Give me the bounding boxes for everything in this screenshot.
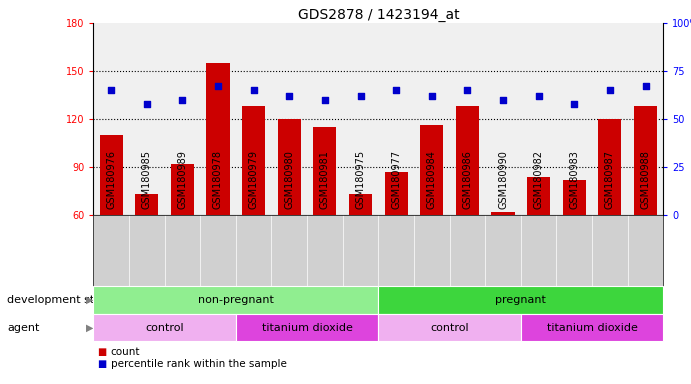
Point xyxy=(355,93,366,99)
Text: pregnant: pregnant xyxy=(495,295,547,305)
Text: count: count xyxy=(111,347,140,357)
Text: ▶: ▶ xyxy=(86,295,94,305)
Bar xyxy=(171,164,194,215)
Bar xyxy=(491,212,515,215)
Bar xyxy=(456,106,479,215)
Bar xyxy=(634,106,657,215)
Point xyxy=(177,97,188,103)
Bar xyxy=(313,127,337,215)
Point xyxy=(462,87,473,93)
Text: development stage: development stage xyxy=(7,295,115,305)
Bar xyxy=(135,194,158,215)
Bar xyxy=(278,119,301,215)
Bar xyxy=(207,63,229,215)
Point xyxy=(640,83,651,89)
Text: agent: agent xyxy=(7,323,39,333)
Bar xyxy=(598,119,621,215)
Point xyxy=(212,83,223,89)
Point xyxy=(390,87,401,93)
Point xyxy=(569,101,580,107)
Text: non-pregnant: non-pregnant xyxy=(198,295,274,305)
Text: control: control xyxy=(145,323,184,333)
Point xyxy=(106,87,117,93)
Point xyxy=(319,97,330,103)
Point xyxy=(426,93,437,99)
Text: percentile rank within the sample: percentile rank within the sample xyxy=(111,359,287,369)
Bar xyxy=(100,135,123,215)
Bar xyxy=(385,172,408,215)
Text: ▶: ▶ xyxy=(86,323,94,333)
Text: titanium dioxide: titanium dioxide xyxy=(262,323,352,333)
Point xyxy=(141,101,152,107)
Bar xyxy=(562,180,586,215)
Point xyxy=(605,87,616,93)
Title: GDS2878 / 1423194_at: GDS2878 / 1423194_at xyxy=(298,8,459,22)
Bar xyxy=(349,194,372,215)
Text: ■: ■ xyxy=(97,359,106,369)
Bar xyxy=(527,177,550,215)
Point xyxy=(533,93,545,99)
Point xyxy=(284,93,295,99)
Point xyxy=(248,87,259,93)
Text: ■: ■ xyxy=(97,347,106,357)
Bar xyxy=(242,106,265,215)
Text: titanium dioxide: titanium dioxide xyxy=(547,323,638,333)
Bar xyxy=(420,126,444,215)
Point xyxy=(498,97,509,103)
Text: control: control xyxy=(430,323,469,333)
